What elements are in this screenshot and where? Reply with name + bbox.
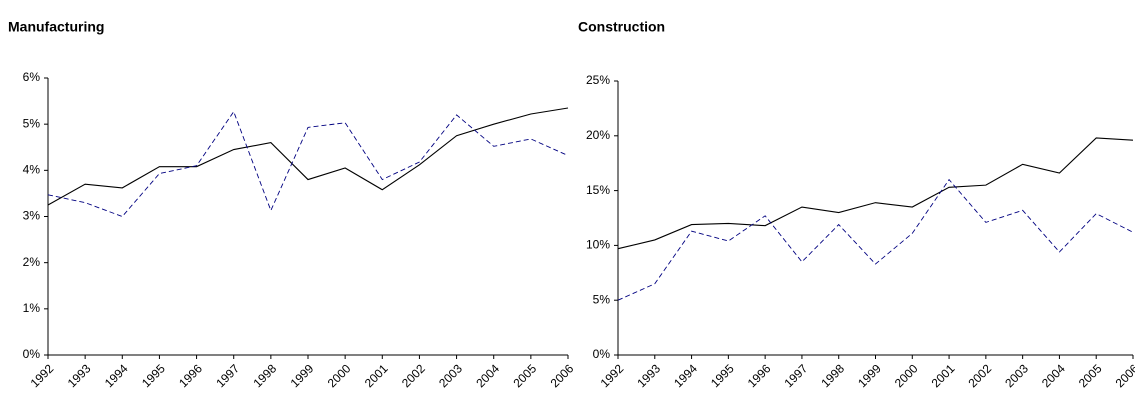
x-tick-label: 1994 bbox=[671, 361, 700, 390]
chart-title: Manufacturing bbox=[8, 19, 104, 35]
x-tick-label: 2003 bbox=[436, 361, 465, 390]
x-tick-label: 2004 bbox=[473, 361, 502, 390]
y-tick-label: 25% bbox=[586, 73, 610, 87]
y-tick-label: 1% bbox=[23, 301, 41, 315]
x-tick-label: 2005 bbox=[510, 361, 539, 390]
x-tick-label: 1999 bbox=[288, 361, 317, 390]
x-tick-label: 2003 bbox=[1002, 361, 1031, 390]
series-line bbox=[47, 110, 569, 218]
y-tick-label: 0% bbox=[23, 347, 41, 361]
x-tick-label: 2006 bbox=[1113, 361, 1135, 390]
x-tick-label: 1992 bbox=[598, 361, 627, 390]
x-tick-label: 1997 bbox=[782, 361, 811, 390]
x-tick-label: 1998 bbox=[818, 361, 847, 390]
y-tick-label: 20% bbox=[586, 128, 610, 142]
y-tick-label: 3% bbox=[23, 209, 41, 223]
y-tick-label: 5% bbox=[593, 292, 611, 306]
x-tick-label: 2004 bbox=[1039, 361, 1068, 390]
x-tick-label: 2002 bbox=[399, 361, 428, 390]
y-tick-label: 4% bbox=[23, 163, 41, 177]
x-tick-label: 1996 bbox=[745, 361, 774, 390]
x-tick-label: 2002 bbox=[965, 361, 994, 390]
x-tick-label: 2001 bbox=[362, 361, 391, 390]
x-tick-label: 2005 bbox=[1076, 361, 1105, 390]
y-tick-label: 15% bbox=[586, 183, 610, 197]
x-tick-label: 1996 bbox=[176, 361, 205, 390]
x-tick-label: 2000 bbox=[892, 361, 921, 390]
y-tick-label: 2% bbox=[23, 255, 41, 269]
chart-title: Construction bbox=[578, 19, 665, 35]
x-tick-label: 1995 bbox=[139, 361, 168, 390]
x-tick-label: 1999 bbox=[855, 361, 884, 390]
x-tick-label: 1993 bbox=[634, 361, 663, 390]
x-tick-label: 1995 bbox=[708, 361, 737, 390]
y-tick-label: 0% bbox=[593, 347, 611, 361]
series-line bbox=[47, 107, 569, 206]
x-tick-label: 2000 bbox=[325, 361, 354, 390]
series-line bbox=[617, 178, 1134, 301]
x-tick-label: 1992 bbox=[28, 361, 57, 390]
x-tick-label: 1998 bbox=[250, 361, 279, 390]
y-tick-label: 10% bbox=[586, 238, 610, 252]
x-tick-label: 2001 bbox=[929, 361, 958, 390]
x-tick-label: 1997 bbox=[213, 361, 242, 390]
x-tick-label: 2006 bbox=[548, 361, 577, 390]
y-tick-label: 6% bbox=[23, 70, 41, 84]
series-line bbox=[617, 137, 1134, 250]
x-tick-label: 1993 bbox=[65, 361, 94, 390]
y-tick-label: 5% bbox=[23, 116, 41, 130]
x-tick-label: 1994 bbox=[102, 361, 131, 390]
